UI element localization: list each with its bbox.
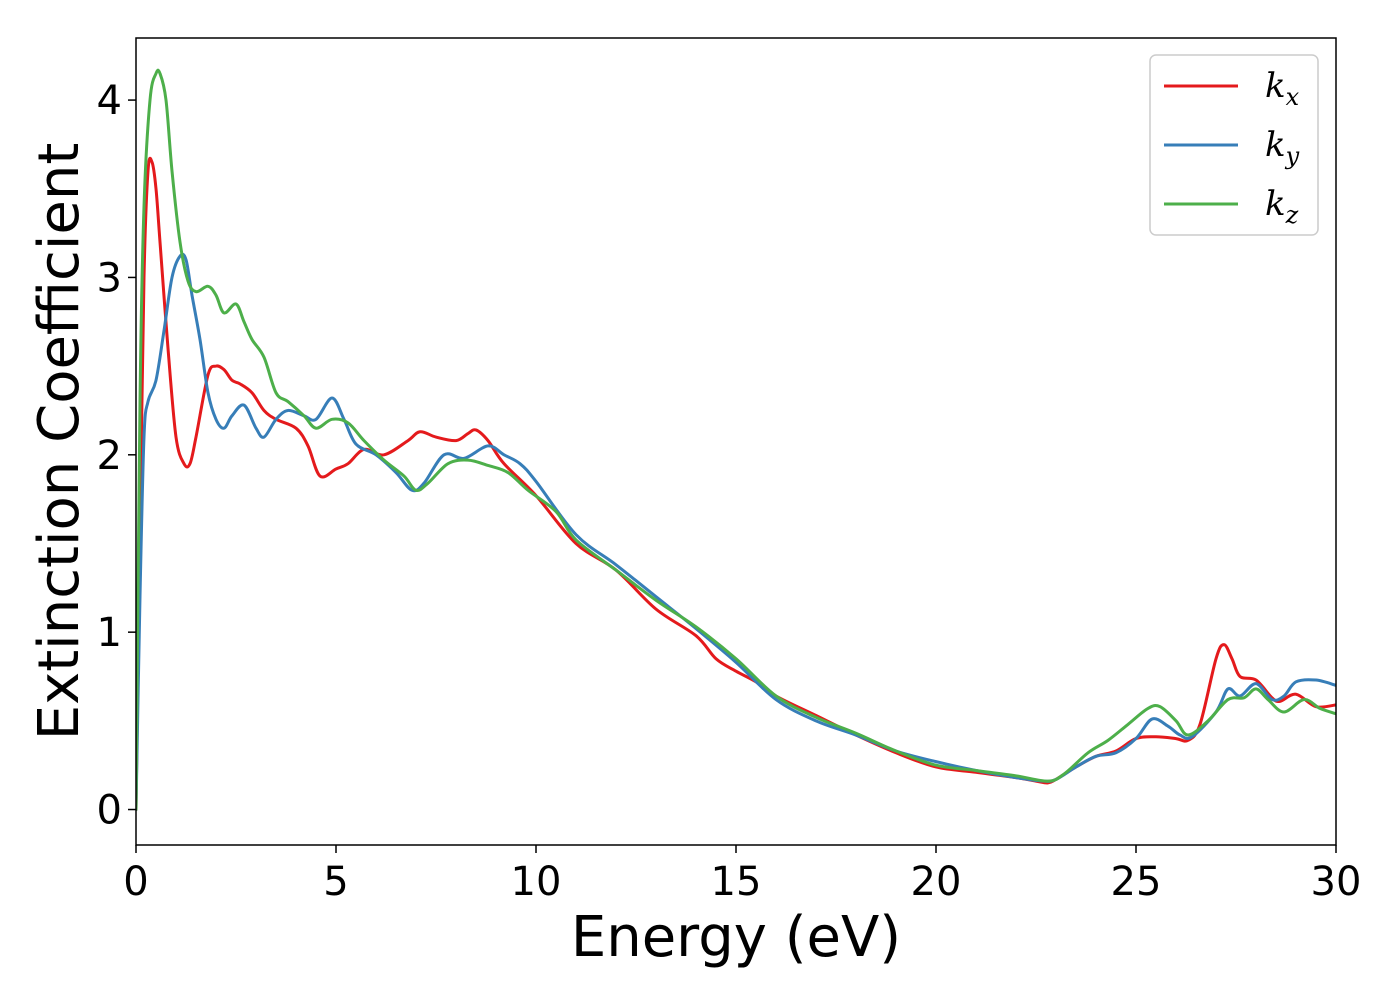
series-line-kx: [136, 156, 1336, 812]
y-axis: 0 1 2 3 4: [97, 78, 136, 834]
legend-label-kz: kz: [1265, 184, 1299, 229]
x-axis: 0 5 10 15 20 25 30: [123, 845, 1361, 905]
x-tick-label: 30: [1311, 859, 1362, 905]
x-tick-label: 15: [711, 859, 762, 905]
x-tick-label: 20: [911, 859, 962, 905]
series-line-kz: [136, 68, 1336, 812]
x-tick-label: 10: [511, 859, 562, 905]
y-axis-label: Extinction Coefficient: [27, 143, 92, 741]
y-tick-label: 0: [97, 788, 122, 834]
x-tick-label: 5: [323, 859, 348, 905]
legend-label-kx: kx: [1265, 66, 1300, 111]
y-tick-label: 2: [97, 433, 122, 479]
x-axis-label: Energy (eV): [571, 905, 901, 970]
legend: kx ky kz: [1149, 54, 1319, 236]
legend-label-ky: ky: [1265, 125, 1300, 170]
y-tick-label: 4: [97, 78, 122, 124]
series-lines: [136, 68, 1336, 812]
y-tick-label: 3: [97, 255, 122, 301]
x-tick-label: 0: [123, 859, 148, 905]
series-line-ky: [136, 252, 1336, 812]
y-tick-label: 1: [97, 610, 122, 656]
x-tick-label: 25: [1111, 859, 1162, 905]
